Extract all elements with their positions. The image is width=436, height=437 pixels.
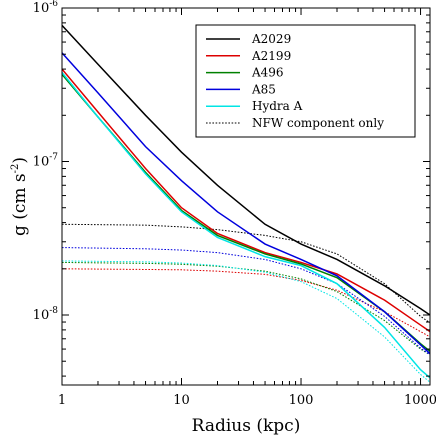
y-axis-title-close: ) xyxy=(10,157,30,164)
series-line-9 xyxy=(62,260,430,383)
series-layer xyxy=(62,24,430,383)
x-tick-label-0: 1 xyxy=(58,393,66,408)
legend-box xyxy=(195,24,416,138)
legend-label-1: A2199 xyxy=(251,49,291,63)
y-axis-title-main: g (cm s xyxy=(10,173,30,236)
x-tick-label-2: 100 xyxy=(289,393,314,408)
series-line-6 xyxy=(62,268,430,338)
series-line-4 xyxy=(62,72,430,379)
plot-frame xyxy=(61,7,431,386)
series-line-5 xyxy=(62,223,430,324)
legend-label-2: A496 xyxy=(251,66,284,80)
y-axis-title: g (cm s-2) xyxy=(10,157,30,236)
y-tick-label-2: 10-6 xyxy=(33,0,59,16)
legend-label-4: Hydra A xyxy=(252,99,303,113)
legend: A2029 A2199 A496 A85 Hydra A NFW component on… xyxy=(195,24,416,138)
series-line-0 xyxy=(62,24,430,316)
ticks-layer: 1 10 100 1000 10-8 10-7 10-6 xyxy=(33,0,436,408)
x-tick-label-1: 10 xyxy=(173,393,190,408)
series-line-1 xyxy=(62,68,430,333)
y-axis-title-sup: -2 xyxy=(10,164,21,174)
legend-label-3: A85 xyxy=(251,82,276,96)
legend-label-5: NFW component only xyxy=(252,116,384,130)
legend-label-0: A2029 xyxy=(251,32,291,46)
series-line-7 xyxy=(62,261,430,356)
series-line-8 xyxy=(62,247,430,356)
series-line-3 xyxy=(62,52,430,355)
x-tick-label-3: 1000 xyxy=(404,393,436,408)
y-tick-label-1: 10-7 xyxy=(33,153,59,170)
y-tick-label-0: 10-8 xyxy=(33,306,59,323)
x-axis-title: Radius (kpc) xyxy=(192,416,301,436)
